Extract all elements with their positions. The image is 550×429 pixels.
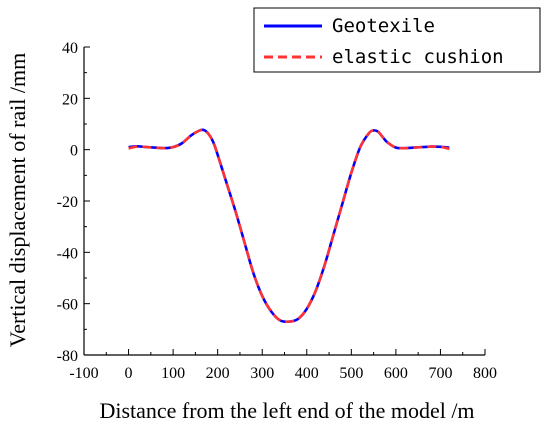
x-tick-label: 600	[384, 365, 408, 382]
legend-label-geotexile: Geotexile	[332, 15, 435, 37]
x-tick-label: 300	[250, 365, 274, 382]
x-tick-label: 500	[339, 365, 363, 382]
y-tick-label: 20	[62, 91, 78, 108]
y-tick-label: -20	[57, 194, 78, 211]
x-tick-label: -100	[69, 365, 98, 382]
x-tick-label: 800	[473, 365, 497, 382]
series-lines	[128, 128, 450, 324]
x-tick-label: 100	[161, 365, 185, 382]
x-tick-label: 200	[206, 365, 230, 382]
series-line-elastic-cushion	[128, 128, 450, 324]
y-tick-label: 40	[62, 40, 78, 57]
legend-label-elastic-cushion: elastic cushion	[332, 46, 504, 68]
y-axis-title: Vertical displacement of rail /mm	[5, 53, 30, 347]
y-tick-label: 0	[70, 143, 78, 160]
x-tick-label: 700	[428, 365, 452, 382]
ticks: -100 0 100 200 300 400 500 600 700 800-80-60-40-2…	[57, 40, 497, 382]
y-tick-label: -40	[57, 245, 78, 262]
axes	[83, 47, 485, 356]
x-tick-label: 400	[295, 365, 319, 382]
series-line-geotexile	[128, 128, 450, 324]
legend-box	[253, 7, 541, 73]
y-tick-label: -60	[57, 297, 78, 314]
x-tick-label: 0	[125, 365, 133, 382]
legend: Geotexile elastic cushion	[253, 7, 541, 73]
y-tick-label: -80	[57, 348, 78, 365]
x-axis-title: Distance from the left end of the model …	[99, 398, 474, 423]
